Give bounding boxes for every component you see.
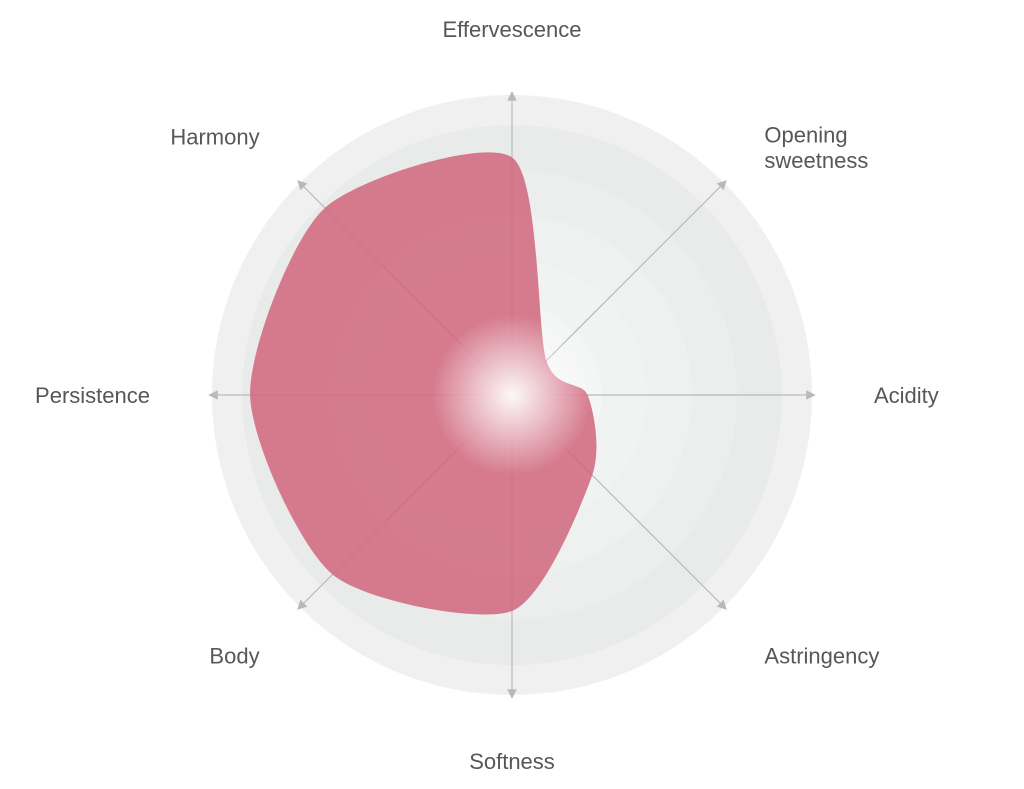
center-glow [432,315,592,475]
axis-label-persistence: Persistence [35,383,150,408]
axis-label-opening_sweetness: Openingsweetness [764,123,868,173]
axis-label-effervescence: Effervescence [442,17,581,42]
axis-label-body: Body [209,643,259,668]
axis-label-acidity: Acidity [874,383,939,408]
axis-label-softness: Softness [469,749,555,774]
axis-label-harmony: Harmony [170,125,259,150]
radar-chart: Effervescence Openingsweetness Acidity Astr… [0,0,1024,789]
axis-label-astringency: Astringency [764,643,879,668]
radar-svg: Effervescence Openingsweetness Acidity Astr… [0,0,1024,789]
